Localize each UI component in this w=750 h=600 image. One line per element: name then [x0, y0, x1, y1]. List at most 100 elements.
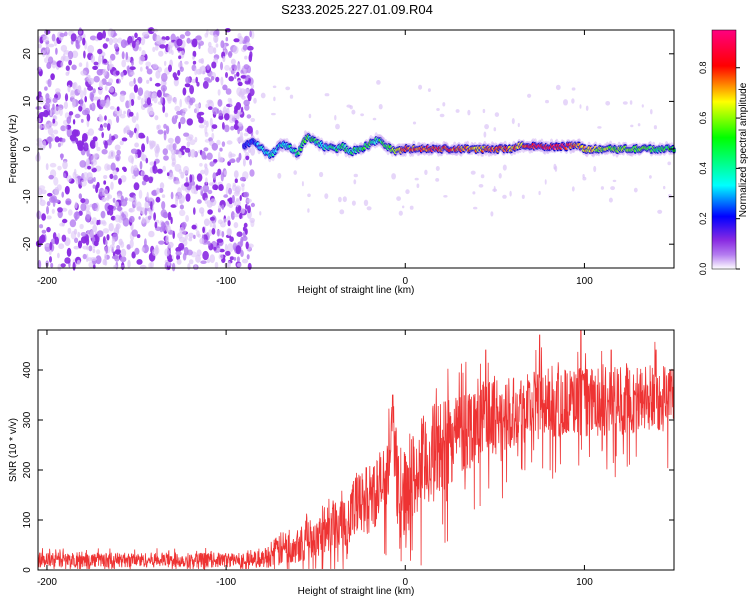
heatmap-noise-cell — [193, 207, 196, 215]
heatmap-noise-cell — [59, 107, 63, 117]
heatmap-speckle — [637, 123, 641, 127]
heatmap-x-tick-label: -100 — [216, 276, 236, 287]
heatmap-noise-cell — [224, 243, 228, 252]
snr-y-tick-label: 200 — [22, 461, 33, 478]
heatmap-noise-cell — [228, 50, 233, 59]
heatmap-noise-cell — [78, 62, 83, 67]
heatmap-noise-cell — [240, 250, 244, 257]
heatmap-noise-cell — [202, 80, 209, 89]
heatmap-noise-cell — [83, 87, 87, 97]
heatmap-noise-cell — [70, 91, 76, 98]
heatmap-speckle — [308, 113, 312, 119]
heatmap-noise-cell — [146, 136, 149, 145]
heatmap-noise-cell — [57, 252, 60, 259]
heatmap-noise-cell — [37, 43, 42, 49]
heatmap-noise-cell — [203, 147, 209, 152]
heatmap-speckle — [289, 94, 294, 99]
heatmap-noise-cell — [179, 199, 183, 205]
heatmap-noise-cell — [110, 181, 114, 190]
heatmap-speckle — [582, 174, 585, 178]
heatmap-noise-cell — [160, 96, 164, 105]
heatmap-noise-cell — [167, 44, 173, 54]
heatmap-noise-cell — [119, 256, 127, 263]
heatmap-noise-cell — [112, 170, 118, 175]
colorbar-tick-label: 0.2 — [698, 212, 708, 225]
snr-y-tick-label: 400 — [22, 361, 33, 378]
heatmap-noise-cell — [184, 147, 191, 153]
heatmap-noise-cell — [175, 197, 179, 207]
heatmap-noise-cell — [80, 90, 84, 99]
heatmap-noise-cell — [166, 172, 170, 177]
heatmap-noise-cell — [131, 251, 136, 259]
heatmap-noise-cell — [73, 245, 80, 250]
heatmap-noise-cell — [161, 72, 168, 82]
heatmap-noise-cell — [92, 65, 98, 70]
heatmap-noise-cell — [241, 95, 246, 100]
heatmap-noise-cell — [161, 194, 166, 199]
heatmap-noise-cell — [37, 139, 43, 148]
heatmap-noise-cell — [74, 201, 78, 209]
heatmap-noise-cell — [146, 97, 152, 106]
heatmap-noise-cell — [181, 145, 186, 150]
heatmap-noise-cell — [217, 99, 223, 107]
heatmap-noise-cell — [134, 32, 138, 39]
heatmap-signal-cell — [297, 151, 301, 155]
heatmap-noise-cell — [153, 212, 157, 221]
heatmap-noise-cell — [250, 202, 255, 208]
heatmap-speckle — [439, 113, 445, 118]
heatmap-noise-cell — [128, 99, 132, 108]
heatmap-noise-cell — [245, 241, 249, 250]
heatmap-noise-cell — [46, 215, 52, 220]
heatmap-noise-cell — [42, 140, 47, 149]
colorbar-frame — [711, 29, 737, 270]
heatmap-noise-cell — [136, 201, 142, 211]
heatmap-noise-cell — [198, 43, 201, 50]
heatmap-noise-cell — [98, 115, 104, 123]
heatmap-noise-cell — [65, 65, 70, 71]
heatmap-noise-cell — [45, 93, 50, 101]
heatmap-noise-cell — [48, 43, 55, 48]
heatmap-noise-cell — [245, 203, 248, 210]
heatmap-noise-cell — [208, 229, 212, 237]
heatmap-noise-cell — [144, 200, 150, 210]
heatmap-speckle — [442, 102, 446, 107]
heatmap-noise-cell — [246, 198, 252, 203]
heatmap-noise-cell — [217, 89, 221, 96]
heatmap-noise-cell — [41, 229, 47, 234]
heatmap-noise-cell — [202, 226, 206, 233]
heatmap-noise-cell — [74, 237, 79, 244]
heatmap-speckle — [544, 179, 547, 185]
heatmap-noise-cell — [50, 195, 58, 203]
heatmap-noise-cell — [66, 175, 72, 183]
heatmap-noise-cell — [213, 246, 217, 251]
heatmap-speckle — [435, 178, 440, 182]
heatmap-noise-cell — [178, 121, 181, 129]
heatmap-noise-cell — [153, 95, 158, 104]
heatmap-noise-cell — [224, 113, 230, 121]
heatmap-noise-cell — [229, 153, 236, 158]
heatmap-noise-cell — [115, 223, 121, 230]
heatmap-noise-cell — [242, 158, 246, 167]
heatmap-speckle — [482, 108, 486, 114]
heatmap-speckle — [538, 190, 541, 196]
heatmap-noise-cell — [72, 261, 76, 271]
heatmap-noise-cell — [97, 48, 103, 55]
heatmap-noise-cell — [246, 125, 253, 134]
heatmap-noise-cell — [111, 238, 116, 246]
heatmap-speckle — [630, 124, 634, 128]
heatmap-speckle — [555, 84, 561, 91]
heatmap-x-ticks: -200 -100 0 100 — [37, 30, 593, 287]
heatmap-noise-cell — [140, 97, 144, 106]
heatmap-noise-cell — [78, 145, 84, 151]
heatmap-noise-cell — [112, 37, 119, 44]
heatmap-noise-cell — [230, 69, 235, 75]
heatmap-noise-cell — [173, 180, 181, 185]
heatmap-noise-cell — [162, 165, 166, 172]
heatmap-noise-cell — [215, 76, 220, 83]
heatmap-noise-cell — [95, 255, 102, 265]
heatmap-noise-cell — [131, 60, 134, 66]
heatmap-noise-cell — [141, 31, 149, 37]
heatmap-noise-cell — [47, 56, 54, 64]
heatmap-speckle — [351, 109, 356, 115]
heatmap-noise-cell — [135, 130, 139, 140]
